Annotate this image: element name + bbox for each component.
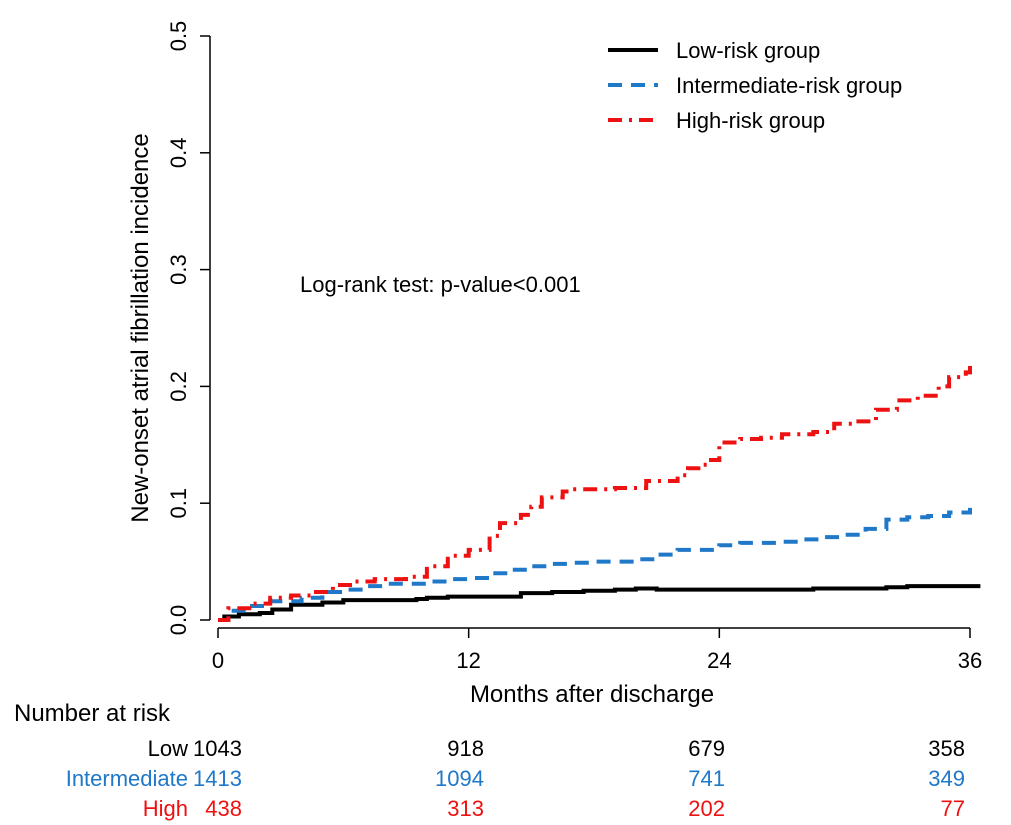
y-axis-label: New-onset atrial fibrillation incidence xyxy=(127,133,154,523)
x-tick-label: 0 xyxy=(212,648,224,673)
x-ticks: 0 12 24 36 xyxy=(212,628,982,673)
y-tick-label: 0.1 xyxy=(166,488,191,519)
legend-label: Intermediate-risk group xyxy=(676,73,902,98)
risk-table-title: Number at risk xyxy=(14,700,171,727)
risk-row-label: Intermediate xyxy=(66,766,188,791)
y-tick-label: 0.4 xyxy=(166,138,191,169)
y-tick-label: 0.3 xyxy=(166,254,191,285)
legend-label: Low-risk group xyxy=(676,38,820,63)
series-line-dashdot xyxy=(218,364,972,622)
y-tick-label: 0.2 xyxy=(166,371,191,402)
risk-cell: 741 xyxy=(688,766,725,791)
series-line-dashed xyxy=(218,507,972,622)
risk-cell: 202 xyxy=(688,796,725,821)
risk-cell: 313 xyxy=(447,796,484,821)
risk-cell: 918 xyxy=(447,736,484,761)
risk-cell: 349 xyxy=(928,766,965,791)
x-tick-label: 36 xyxy=(958,648,982,673)
x-axis-label: Months after discharge xyxy=(470,681,714,708)
legend-label: High-risk group xyxy=(676,108,825,133)
series-layer xyxy=(218,364,981,622)
risk-cell: 679 xyxy=(688,736,725,761)
risk-cell: 77 xyxy=(941,796,965,821)
y-ticks: 0.0 0.1 0.2 0.3 0.4 0.5 xyxy=(166,21,210,636)
risk-cell: 1413 xyxy=(193,766,242,791)
risk-cell: 438 xyxy=(205,796,242,821)
risk-cell: 358 xyxy=(928,736,965,761)
y-tick-label: 0.5 xyxy=(166,21,191,52)
risk-cell: 1043 xyxy=(193,736,242,761)
risk-table: Low 1043 918 679 358 Intermediate 1413 1094 741 3… xyxy=(66,736,965,821)
risk-row-label: Low xyxy=(148,736,188,761)
legend: Low-risk group Intermediate-risk group Hig… xyxy=(608,38,902,133)
y-tick-label: 0.0 xyxy=(166,605,191,636)
risk-row-label: High xyxy=(143,796,188,821)
risk-cell: 1094 xyxy=(435,766,484,791)
logrank-annotation: Log-rank test: p-value<0.001 xyxy=(300,272,581,297)
series-line-solid xyxy=(218,584,981,622)
x-tick-label: 12 xyxy=(456,648,480,673)
x-tick-label: 24 xyxy=(707,648,731,673)
